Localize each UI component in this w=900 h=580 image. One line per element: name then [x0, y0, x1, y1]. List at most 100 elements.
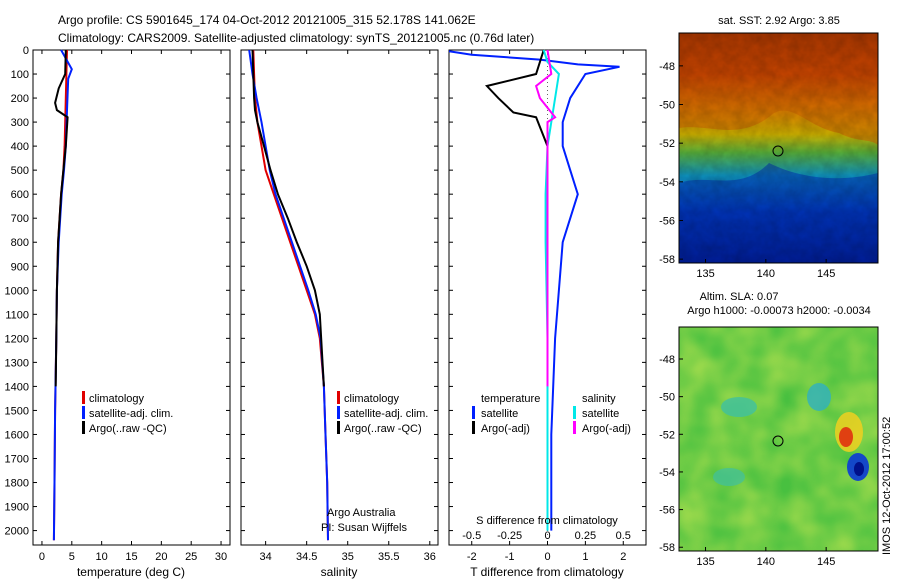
temperature-legend: climatology satellite-adj. clim. Argo(..…: [82, 391, 173, 435]
map-y-tick-label: -58: [659, 254, 675, 266]
map-x-tick-label: 145: [817, 268, 835, 280]
map-x-tick-label: 135: [696, 556, 714, 568]
y-tick-label: 1000: [5, 285, 29, 297]
map-x-tick-label: 140: [757, 268, 775, 280]
legend-swatch-temp-satellite: [472, 406, 475, 419]
legend-swatch-argo: [82, 421, 85, 434]
legend-label-climatology: climatology: [89, 393, 145, 405]
y-tick-label: 1700: [5, 453, 29, 465]
y-tick-label: 100: [11, 69, 29, 81]
x-tick-label: 30: [215, 551, 227, 563]
series-line-temperature-argo-adj-: [484, 49, 549, 387]
map-y-tick-label: -54: [659, 177, 675, 189]
x-tick-label: 34.5: [296, 551, 317, 563]
map-x-tick-label: 140: [757, 556, 775, 568]
y-tick-label: 1300: [5, 357, 29, 369]
y-tick-label: 900: [11, 261, 29, 273]
temperature-diff-label: T difference from climatology: [470, 565, 624, 579]
y-tick-label: 300: [11, 117, 29, 129]
x-tick-label: -1: [505, 551, 515, 563]
legend-label-climatology: climatology: [344, 393, 400, 405]
salinity-series: [248, 49, 329, 541]
temperature-plot-frame: [32, 49, 231, 546]
legend-label-temp-satellite: satellite: [481, 408, 518, 420]
argo-location-marker-sla: [772, 435, 784, 447]
legend-title-temperature: temperature: [481, 393, 540, 405]
legend-swatch-sal-argo: [573, 421, 576, 434]
y-tick-label: 1800: [5, 478, 29, 490]
sla-darkblue-patch: [854, 462, 864, 476]
legend-label-argo: Argo(..raw -QC): [344, 423, 422, 435]
series-line-satellite-adj-clim-: [248, 49, 329, 541]
x-tick-label: 25: [185, 551, 197, 563]
map-x-tick-label: 145: [817, 556, 835, 568]
y-tick-label: 1200: [5, 333, 29, 345]
y-tick-label: 1600: [5, 429, 29, 441]
figure-title-line2: Climatology: CARS2009. Satellite-adjuste…: [58, 31, 534, 45]
x-tick-label: 5: [69, 551, 75, 563]
temperature-series: [52, 49, 73, 541]
salinity-annotation-2: PI: Susan Wijffels: [321, 522, 407, 534]
legend-swatch-sal-satellite: [573, 406, 576, 419]
x2-tick-label: 0: [544, 530, 550, 542]
y-tick-label: 2000: [5, 526, 29, 538]
x-tick-label: 36: [424, 551, 436, 563]
x-tick-label: 0: [39, 551, 45, 563]
x-tick-label: 35: [342, 551, 354, 563]
x-tick-label: 34: [260, 551, 272, 563]
y-tick-label: 400: [11, 141, 29, 153]
sla-map-ticks: 135 140 145 -48 -50 -52 -54 -56 -58: [659, 354, 835, 568]
legend-title-salinity: salinity: [582, 393, 616, 405]
sst-noise: [679, 33, 878, 263]
y-tick-label: 1100: [5, 309, 29, 321]
argo-location-marker: [772, 145, 784, 157]
figure-title-line1: Argo profile: CS 5901645_174 04-Oct-2012…: [58, 13, 476, 27]
sla-map-panel: Altim. SLA: 0.07 Argo h1000: -0.00073 h2…: [659, 291, 879, 568]
legend-swatch-climatology: [82, 391, 85, 404]
y-tick-label: 1900: [5, 502, 29, 514]
x2-tick-label: -0.25: [497, 530, 522, 542]
x-tick-label: 15: [125, 551, 137, 563]
sst-map-ticks: 135 140 145 -48 -50 -52 -54 -56 -58: [659, 61, 835, 280]
x-tick-label: 0: [544, 551, 550, 563]
map-y-tick-label: -50: [659, 392, 675, 404]
series-line-argo-raw-qc-: [251, 49, 325, 387]
sla-red-patch: [839, 427, 853, 447]
map-y-tick-label: -56: [659, 215, 675, 227]
x-tick-label: -2: [467, 551, 477, 563]
map-x-tick-label: 135: [696, 268, 714, 280]
salinity-ticks: 34 34.5 35 35.5 36: [241, 49, 438, 563]
y-tick-label: 200: [11, 93, 29, 105]
sst-map-title: sat. SST: 2.92 Argo: 3.85: [718, 15, 840, 27]
legend-label-temp-argo: Argo(-adj): [481, 423, 530, 435]
difference-legend: temperature satellite Argo(-adj) salinit…: [472, 393, 631, 435]
difference-series: [448, 49, 620, 531]
legend-swatch-climatology: [337, 391, 340, 404]
y-tick-label: 700: [11, 213, 29, 225]
x-tick-label: 1: [582, 551, 588, 563]
y-tick-label: 1500: [5, 405, 29, 417]
sst-heatmap: [679, 33, 878, 263]
legend-label-sal-satellite: satellite: [582, 408, 619, 420]
sst-map-panel: sat. SST: 2.92 Argo: 3.85: [659, 15, 879, 280]
x-tick-label: 10: [96, 551, 108, 563]
salinity-diff-ticks: -0.5 -0.25 0 0.25 0.5: [462, 530, 631, 542]
sla-cyan-patch-1: [721, 397, 757, 417]
x2-tick-label: -0.5: [462, 530, 481, 542]
salinity-panel: 34 34.5 35 35.5 36 climatology satellite-adj…: [240, 49, 439, 579]
difference-panel: -2 -1 0 1 2 temperature satellite Argo(-adj)…: [448, 49, 647, 579]
map-y-tick-label: -52: [659, 429, 675, 441]
difference-ticks: -2 -1 0 1 2: [449, 49, 646, 563]
salinity-x-label: salinity: [321, 565, 358, 579]
legend-label-argo: Argo(..raw -QC): [89, 423, 167, 435]
legend-swatch-argo: [337, 421, 340, 434]
x-tick-label: 35.5: [378, 551, 399, 563]
temperature-x-label: temperature (deg C): [77, 565, 185, 579]
map-y-tick-label: -52: [659, 138, 675, 150]
sla-cyan-patch-3: [713, 468, 745, 486]
legend-swatch-temp-argo: [472, 421, 475, 434]
series-line-argo-raw-qc-: [54, 49, 69, 387]
y-tick-label: 0: [23, 45, 29, 57]
sla-heatmap: [679, 327, 878, 551]
x2-tick-label: 0.25: [575, 530, 596, 542]
